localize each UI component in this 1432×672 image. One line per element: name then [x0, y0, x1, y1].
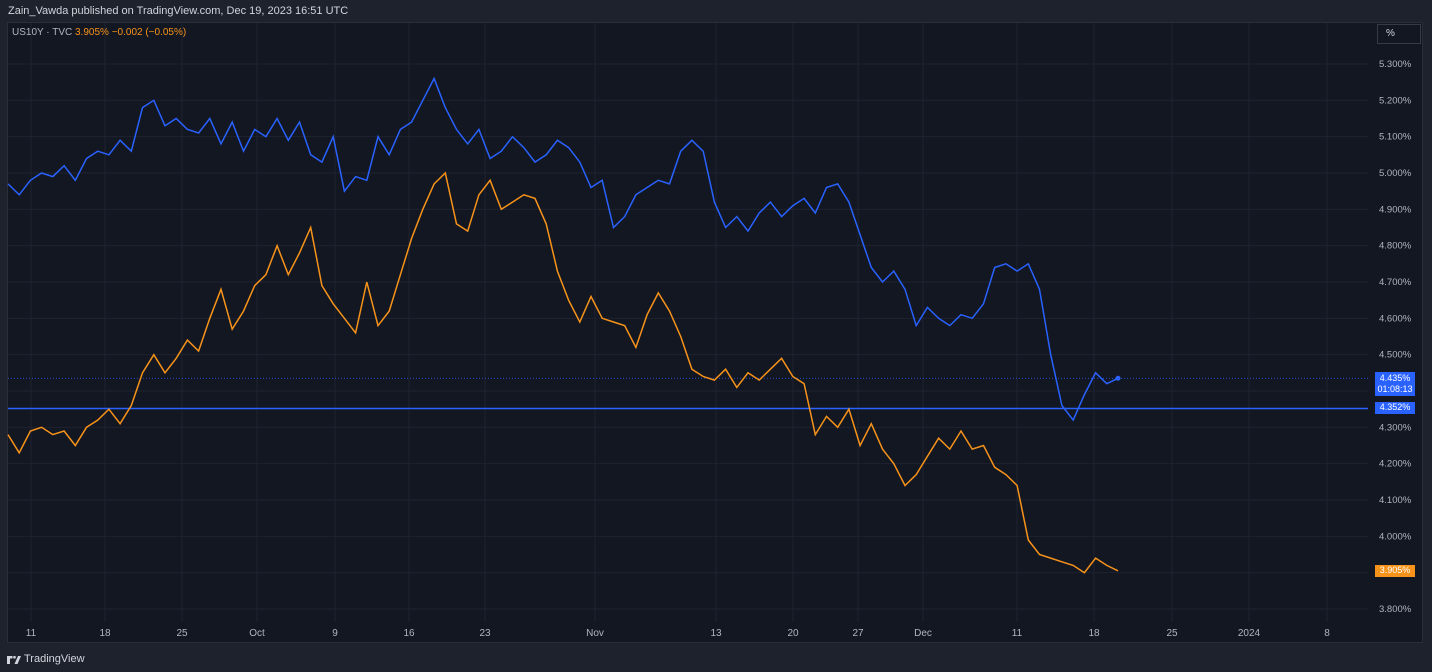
grid — [8, 23, 1368, 622]
x-tick-label: 11 — [26, 628, 37, 639]
x-tick-label: 16 — [403, 628, 415, 639]
x-tick-label: 23 — [479, 628, 491, 639]
x-tick-label: 8 — [1324, 628, 1330, 639]
y-tick-label: 4.100% — [1379, 495, 1412, 506]
symbol-value: 3.905% — [75, 27, 109, 38]
x-tick-label: 11 — [1012, 628, 1023, 639]
orange-price-value: 3.905% — [1379, 564, 1411, 575]
last-price-tag-orange: 3.905% — [1375, 564, 1415, 577]
y-tick-label: 5.200% — [1379, 95, 1412, 106]
tradingview-logo-icon[interactable] — [7, 655, 21, 665]
last-price-value: 4.435% — [1379, 373, 1411, 384]
footer-brand[interactable]: TradingView — [24, 653, 85, 665]
y-tick-label: 4.500% — [1379, 350, 1412, 361]
x-tick-label: 2024 — [1238, 628, 1261, 639]
x-tick-label: 20 — [787, 628, 799, 639]
last-point-marker — [1115, 375, 1121, 381]
y-tick-label: 4.300% — [1379, 422, 1412, 433]
x-tick-label: Oct — [249, 628, 265, 639]
unit-label: % — [1386, 28, 1395, 39]
x-tick-label: 27 — [852, 628, 864, 639]
y-tick-label: 4.900% — [1379, 204, 1412, 215]
y-tick-label: 3.800% — [1379, 604, 1412, 615]
y-tick-label: 4.600% — [1379, 313, 1412, 324]
x-tick-label: 25 — [176, 628, 188, 639]
footer: TradingView — [0, 648, 1432, 672]
x-tick-label: Dec — [914, 628, 932, 639]
published-info: Zain_Vawda published on TradingView.com,… — [0, 0, 1432, 22]
x-tick-label: Nov — [586, 628, 604, 639]
y-tick-label: 4.000% — [1379, 531, 1412, 542]
unit-selector[interactable]: % — [1377, 24, 1421, 44]
x-tick-label: 18 — [1088, 628, 1100, 639]
symbol-legend[interactable]: US10Y · TVC 3.905% −0.002 (−0.05%) — [12, 27, 186, 38]
x-tick-label: 9 — [332, 628, 338, 639]
x-axis-ticks: 11 18 25 Oct 9 16 23 Nov 13 20 27 Dec 11 18 25 2024 8 — [26, 628, 1330, 639]
symbol-name: US10Y · TVC — [12, 27, 73, 38]
y-tick-label: 5.300% — [1379, 59, 1412, 70]
symbol-change: −0.002 (−0.05%) — [111, 27, 187, 38]
y-tick-label: 4.700% — [1379, 277, 1412, 288]
y-axis-ticks: 5.300% 5.200% 5.100% 5.000% 4.900% 4.800% 4.70… — [1379, 59, 1412, 615]
x-tick-label: 18 — [99, 628, 111, 639]
last-price-tag-blue: 4.435% 01:08:13 — [1375, 372, 1415, 397]
hline-price-value: 4.352% — [1379, 402, 1411, 413]
hline-price-tag: 4.352% — [1375, 402, 1415, 415]
x-tick-label: 13 — [710, 628, 722, 639]
countdown-timer: 01:08:13 — [1377, 384, 1413, 395]
series-line-orange — [7, 171, 1119, 574]
x-tick-label: 25 — [1166, 628, 1178, 639]
series-line-blue — [7, 76, 1119, 422]
y-tick-label: 5.000% — [1379, 168, 1412, 179]
y-tick-label: 4.800% — [1379, 241, 1412, 252]
y-tick-label: 4.200% — [1379, 459, 1412, 470]
y-tick-label: 5.100% — [1379, 132, 1412, 143]
chart-frame[interactable] — [7, 22, 1423, 643]
